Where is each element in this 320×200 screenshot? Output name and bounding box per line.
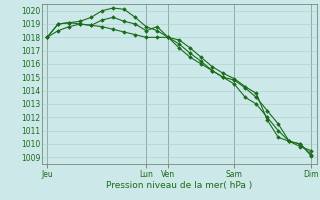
X-axis label: Pression niveau de la mer( hPa ): Pression niveau de la mer( hPa ) — [106, 181, 252, 190]
